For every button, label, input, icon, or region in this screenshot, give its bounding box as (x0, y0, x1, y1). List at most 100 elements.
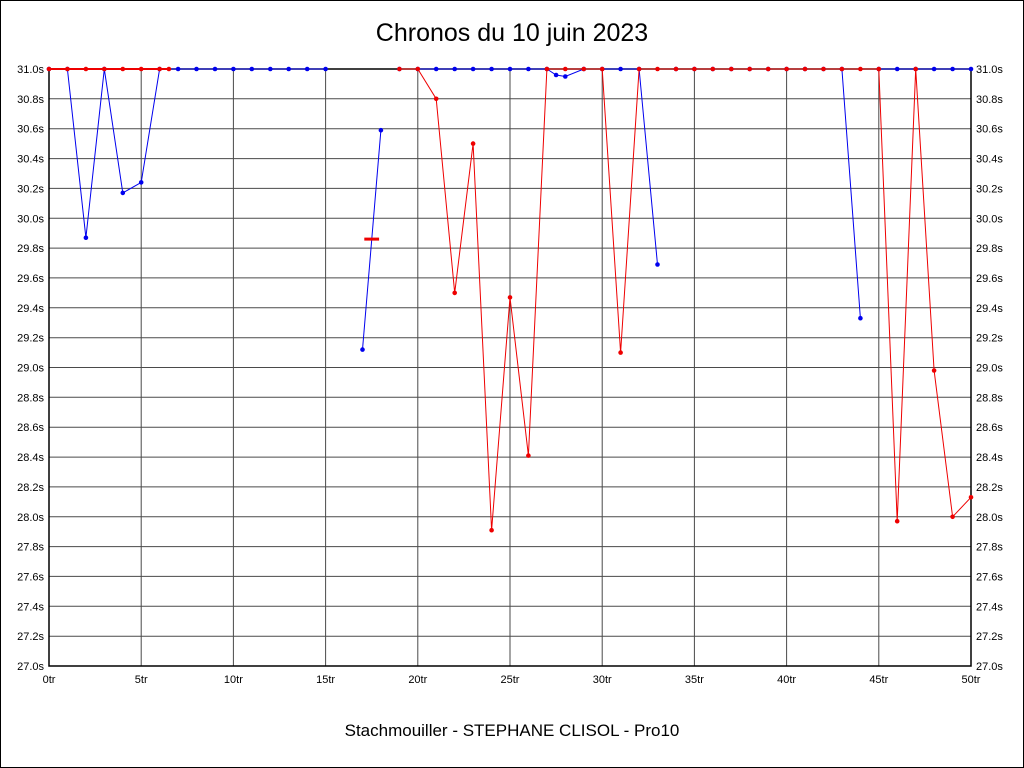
y-tick-label-right: 27.8s (976, 542, 1003, 554)
x-tick-label: 10tr (224, 674, 243, 686)
data-point (618, 66, 623, 72)
y-tick-label-right: 30.6s (976, 124, 1003, 136)
data-point (323, 66, 328, 72)
data-point (858, 66, 863, 72)
data-point (968, 495, 974, 500)
data-point (765, 66, 771, 72)
y-tick-label-right: 29.8s (976, 243, 1003, 255)
data-point (65, 66, 70, 72)
data-point (636, 66, 642, 72)
data-point (599, 66, 605, 72)
data-point (913, 66, 918, 72)
data-point (166, 66, 172, 72)
data-point (102, 66, 107, 72)
y-tick-label-right: 30.8s (976, 94, 1003, 106)
y-tick-label-right: 31.0s (976, 64, 1003, 76)
data-point (83, 235, 89, 240)
data-point (553, 72, 559, 78)
data-point (894, 518, 900, 524)
data-point (858, 315, 863, 321)
data-point (397, 66, 402, 72)
y-tick-label-left: 27.6s (17, 571, 44, 583)
grid: 31.0s 31.0s 30.8s 30.8s 30.6s 30.6s 30.4s 30.4s… (17, 64, 1003, 686)
y-tick-label-left: 27.2s (17, 631, 44, 643)
data-point (268, 66, 273, 72)
y-tick-label-right: 28.2s (976, 482, 1003, 494)
data-point (212, 66, 218, 72)
y-tick-label-right: 28.0s (976, 512, 1003, 524)
data-point (507, 66, 513, 72)
data-point (120, 66, 126, 72)
data-point (433, 66, 439, 72)
data-point (839, 66, 845, 72)
y-tick-label-left: 30.8s (17, 94, 44, 106)
data-point (452, 66, 458, 72)
data-point (360, 347, 365, 352)
y-tick-label-right: 27.4s (976, 601, 1003, 613)
data-point (452, 290, 458, 296)
y-tick-label-left: 27.8s (17, 542, 44, 554)
data-point (470, 66, 476, 72)
series-line (49, 68, 326, 238)
x-tick-label: 20tr (408, 674, 427, 686)
data-point (968, 66, 974, 72)
y-tick-label-left: 28.2s (17, 482, 44, 494)
y-tick-label-right: 29.6s (976, 273, 1003, 285)
x-tick-label: 45tr (869, 674, 888, 686)
chart-footer: Stachmouiller - STEPHANE CLISOL - Pro10 (344, 721, 680, 740)
y-tick-label-right: 28.8s (976, 392, 1003, 404)
data-point (83, 66, 89, 72)
data-point (563, 74, 568, 79)
data-point (894, 66, 900, 72)
data-point (157, 66, 162, 72)
y-tick-label-left: 29.6s (17, 273, 44, 285)
y-tick-label-left: 27.0s (17, 661, 44, 673)
y-tick-label-right: 29.2s (976, 333, 1003, 345)
y-tick-label-left: 29.2s (17, 333, 44, 345)
data-point (802, 66, 808, 72)
data-point (249, 66, 255, 72)
y-tick-label-right: 27.0s (976, 661, 1003, 673)
y-tick-label-right: 27.2s (976, 631, 1003, 643)
x-tick-label: 35tr (685, 674, 704, 686)
data-point (673, 66, 679, 72)
data-point (120, 190, 126, 196)
data-point (194, 66, 199, 72)
data-point (470, 141, 476, 146)
x-tick-label: 30tr (593, 674, 612, 686)
y-tick-label-right: 28.6s (976, 422, 1003, 434)
data-point (784, 66, 789, 72)
data-point (526, 453, 531, 458)
y-tick-label-right: 27.6s (976, 571, 1003, 583)
data-point (655, 66, 660, 72)
x-tick-label: 25tr (501, 674, 520, 686)
data-point (526, 66, 531, 72)
data-point (950, 66, 955, 72)
data-point (489, 66, 494, 72)
y-tick-label-left: 27.4s (17, 601, 44, 613)
data-point (655, 262, 660, 267)
x-tick-label: 0tr (43, 674, 56, 686)
data-point (304, 66, 310, 72)
chart-title: Chronos du 10 juin 2023 (375, 19, 649, 47)
y-tick-label-right: 28.4s (976, 452, 1003, 464)
data-point (231, 66, 236, 72)
data-point (489, 527, 494, 533)
y-tick-label-left: 29.4s (17, 303, 44, 315)
y-tick-label-left: 28.6s (17, 422, 44, 434)
x-tick-label: 40tr (777, 674, 796, 686)
data-point (544, 66, 550, 72)
y-tick-label-left: 28.4s (17, 452, 44, 464)
y-tick-label-right: 29.4s (976, 303, 1003, 315)
data-point (876, 66, 882, 72)
data-point (710, 66, 716, 72)
data-point (950, 514, 955, 520)
y-tick-label-left: 30.6s (17, 124, 44, 136)
y-tick-label-left: 28.8s (17, 392, 44, 404)
x-tick-label: 15tr (316, 674, 335, 686)
data-point (692, 66, 697, 72)
data-point (729, 66, 734, 72)
data-point (507, 295, 513, 300)
